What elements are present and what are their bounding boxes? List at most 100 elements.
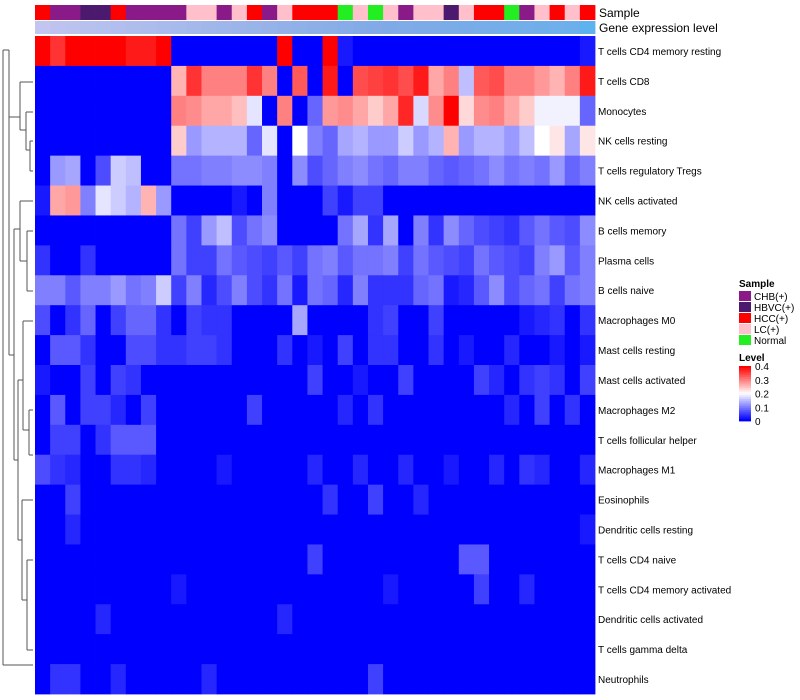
heatmap-cell: [262, 155, 278, 186]
sample-annotation-cell: [186, 5, 202, 20]
expression-annotation-cell: [549, 21, 566, 34]
heatmap-cell: [398, 394, 414, 426]
row-label: Monocytes: [598, 107, 646, 118]
heatmap-cell: [322, 514, 339, 545]
heatmap-cell: [413, 155, 429, 186]
heatmap-cell: [322, 394, 339, 426]
heatmap-cell: [367, 514, 384, 545]
heatmap-cell: [383, 544, 399, 575]
heatmap-cell: [156, 484, 172, 515]
heatmap-cell: [171, 335, 187, 366]
heatmap-cell: [35, 95, 51, 127]
heatmap-cell: [473, 454, 490, 486]
expression-annotation-cell: [489, 21, 505, 34]
heatmap-cell: [564, 394, 581, 426]
heatmap-cell: [428, 95, 445, 127]
heatmap-cell: [277, 335, 293, 366]
heatmap-cell: [504, 245, 520, 276]
heatmap-cell: [262, 215, 278, 246]
heatmap-cell: [534, 36, 550, 67]
heatmap-cell: [65, 514, 81, 545]
heatmap-cell: [140, 305, 157, 336]
heatmap-cell: [337, 514, 354, 545]
heatmap-cell: [337, 664, 354, 695]
heatmap-cell: [125, 125, 142, 157]
heatmap-cell: [110, 275, 127, 306]
heatmap-cell: [186, 245, 202, 276]
row-label: NK cells activated: [598, 197, 677, 208]
level-legend-label: 0.2: [755, 390, 769, 401]
row-label: T cells gamma delta: [598, 645, 688, 656]
heatmap-cell: [50, 394, 66, 426]
heatmap-cell: [140, 36, 157, 67]
heatmap-cell: [35, 365, 51, 396]
heatmap-cell: [156, 335, 172, 366]
heatmap-cell: [186, 305, 202, 336]
heatmap-cell: [171, 424, 187, 456]
heatmap-cell: [428, 335, 445, 366]
heatmap-cell: [216, 36, 233, 67]
heatmap-cell: [337, 95, 354, 127]
heatmap-cell: [549, 215, 566, 246]
heatmap-cell: [519, 65, 535, 97]
heatmap-cell: [50, 335, 66, 366]
heatmap-cell: [95, 604, 112, 635]
heatmap-cell: [95, 125, 112, 157]
heatmap-cell: [65, 484, 81, 515]
heatmap-cell: [171, 574, 187, 605]
heatmap-cell: [443, 634, 460, 665]
heatmap-cell: [292, 544, 308, 575]
heatmap-cell: [80, 544, 96, 575]
heatmap-cell: [473, 275, 490, 306]
heatmap-cell: [186, 544, 202, 575]
heatmap-cell: [473, 335, 490, 366]
heatmap-cell: [186, 36, 202, 67]
sample-annotation-cell: [322, 5, 339, 20]
heatmap-cell: [140, 424, 157, 456]
row-label: T cells CD8: [598, 77, 650, 88]
heatmap-cell: [489, 245, 505, 276]
heatmap-cell: [65, 544, 81, 575]
sample-annotation-cell: [292, 5, 308, 20]
heatmap-cell: [534, 574, 550, 605]
heatmap-cell: [277, 634, 293, 665]
heatmap-cell: [246, 155, 263, 186]
heatmap-cell: [337, 155, 354, 186]
heatmap-cell: [231, 65, 248, 97]
heatmap-cell: [231, 215, 248, 246]
sample-annotation-cell: [413, 5, 429, 20]
heatmap-cell: [428, 65, 445, 97]
heatmap-cell: [140, 394, 157, 426]
heatmap-cell: [125, 394, 142, 426]
heatmap-cell: [337, 275, 354, 306]
heatmap-cell: [367, 574, 384, 605]
row-label: Mast cells activated: [598, 376, 685, 387]
heatmap-cell: [216, 215, 233, 246]
heatmap-cell: [307, 544, 323, 575]
heatmap-cell: [579, 125, 596, 157]
heatmap-cell: [383, 604, 399, 635]
heatmap-cell: [216, 514, 233, 545]
heatmap-cell: [534, 65, 550, 97]
heatmap-cell: [428, 484, 445, 515]
level-legend-gradient-step: [739, 375, 751, 378]
heatmap-cell: [125, 514, 142, 545]
heatmap-cell: [579, 604, 596, 635]
heatmap-cell: [383, 335, 399, 366]
heatmap-cell: [292, 424, 308, 456]
heatmap-cell: [549, 634, 566, 665]
heatmap-cell: [473, 664, 490, 695]
heatmap-cell: [216, 604, 233, 635]
heatmap-cell: [277, 215, 293, 246]
heatmap-cell: [80, 335, 96, 366]
heatmap-cell: [428, 664, 445, 695]
heatmap-cell: [186, 484, 202, 515]
heatmap-cell: [156, 394, 172, 426]
level-legend-gradient-step: [739, 367, 751, 371]
heatmap-cell: [156, 454, 172, 486]
heatmap-cell: [50, 544, 66, 575]
heatmap-cell: [125, 335, 142, 366]
heatmap-cell: [201, 604, 218, 635]
heatmap-cell: [322, 664, 339, 695]
heatmap-cell: [398, 36, 414, 67]
